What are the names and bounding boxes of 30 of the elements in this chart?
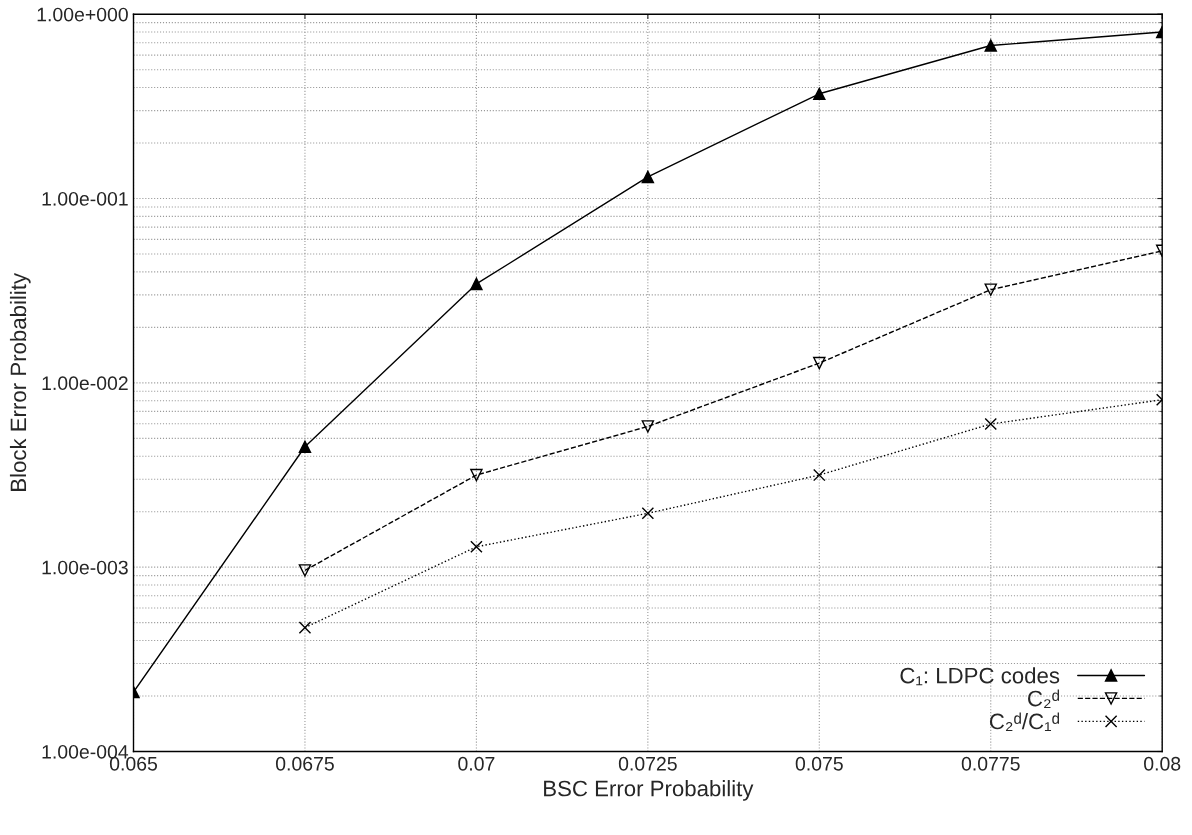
y-tick-label: 1.00e+000 xyxy=(37,7,128,22)
point xyxy=(984,39,998,52)
point xyxy=(470,540,483,554)
point xyxy=(470,468,483,482)
point xyxy=(298,621,312,634)
point xyxy=(813,356,826,370)
y-tick-label: 1.00e-003 xyxy=(42,560,128,575)
x-tick-label: 0.075 xyxy=(795,756,843,771)
point xyxy=(298,564,312,577)
legend-label: C₂ᵈ/C₁ᵈ xyxy=(989,712,1060,732)
x-tick-label: 0.08 xyxy=(1144,756,1181,771)
point xyxy=(298,440,312,454)
point xyxy=(813,87,826,101)
legend-label: C₁: LDPC codes xyxy=(900,667,1060,686)
point xyxy=(641,170,655,184)
x-tick-label: 0.0725 xyxy=(618,756,677,771)
y-tick-label: 1.00e-002 xyxy=(42,376,128,391)
y-tick-label: 1.00e-001 xyxy=(42,191,128,206)
legend-label: C₂ᵈ xyxy=(1028,689,1060,709)
x-tick-label: 0.0675 xyxy=(275,756,334,771)
x-tick-label: 0.0775 xyxy=(961,756,1020,771)
point xyxy=(641,420,655,433)
point xyxy=(641,507,655,520)
x-tick-label: 0.07 xyxy=(458,756,495,771)
x-axis-title: BSC Error Probability xyxy=(544,780,754,801)
y-axis-title: Block Error Probability xyxy=(9,272,31,491)
point xyxy=(984,283,998,296)
point xyxy=(813,468,826,482)
point xyxy=(984,417,998,431)
point xyxy=(470,277,483,291)
